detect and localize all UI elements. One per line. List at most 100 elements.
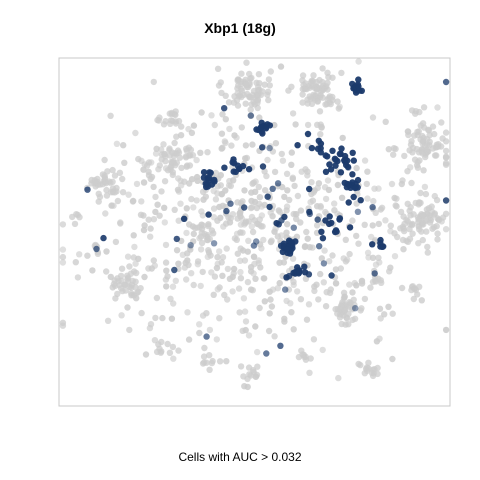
cell-point — [322, 195, 330, 203]
high-auc-cell-point — [337, 169, 345, 176]
cell-point — [162, 165, 170, 172]
cell-point — [398, 284, 406, 292]
cell-point — [152, 193, 159, 201]
cell-point — [322, 101, 329, 108]
high-auc-cell-point — [259, 130, 266, 137]
cell-point — [236, 309, 243, 316]
cell-point — [377, 206, 384, 213]
cell-point — [401, 152, 408, 160]
cell-point — [289, 110, 297, 117]
cell-point — [229, 273, 236, 281]
high-auc-cell-point — [380, 243, 387, 250]
high-auc-cell-point — [288, 239, 296, 246]
cell-point — [159, 314, 166, 322]
high-auc-cell-point — [84, 186, 91, 193]
cell-point — [242, 100, 249, 107]
cell-point — [161, 219, 168, 226]
cell-point — [267, 68, 274, 75]
cell-point — [185, 144, 192, 151]
cell-point — [387, 264, 394, 271]
cell-point — [152, 208, 159, 216]
cell-point — [318, 123, 325, 131]
cell-point — [235, 82, 242, 89]
cell-point — [353, 164, 360, 172]
cell-point — [211, 121, 218, 129]
cell-point — [342, 321, 349, 328]
cell-point — [284, 187, 291, 194]
high-auc-cell-point — [308, 144, 316, 152]
high-auc-cell-point — [232, 168, 239, 175]
cell-point — [425, 127, 433, 134]
cell-point — [388, 180, 396, 188]
cell-point — [208, 112, 215, 119]
cell-point — [183, 276, 190, 283]
cell-point — [214, 65, 222, 73]
cell-point — [242, 318, 250, 325]
cell-point — [288, 309, 295, 316]
cell-point — [417, 199, 424, 207]
cell-point — [107, 273, 115, 281]
cell-point — [398, 180, 405, 188]
cell-point — [261, 81, 268, 88]
cell-point — [109, 284, 116, 291]
cell-point — [117, 219, 124, 226]
cell-point — [355, 360, 362, 368]
cell-point — [216, 248, 223, 255]
cell-point — [223, 245, 230, 252]
cell-point — [103, 248, 110, 255]
high-auc-cell-point — [350, 157, 357, 164]
high-auc-cell-point — [180, 215, 188, 222]
cell-point — [182, 153, 190, 160]
cell-point — [210, 214, 218, 221]
cell-point — [114, 275, 121, 282]
cell-point — [189, 152, 197, 159]
cell-point — [208, 269, 215, 276]
cell-point — [431, 130, 438, 138]
cell-point — [286, 196, 293, 204]
cell-point — [389, 355, 396, 363]
cell-point — [118, 312, 125, 319]
cell-point — [303, 316, 311, 323]
cell-point — [256, 194, 264, 201]
cell-point — [140, 179, 148, 186]
cell-point — [224, 296, 231, 303]
cell-point — [434, 104, 441, 111]
high-auc-cell-point — [328, 272, 335, 279]
cell-point — [138, 198, 145, 205]
cell-point — [252, 275, 259, 282]
cell-point — [164, 340, 171, 348]
cell-point — [313, 281, 320, 288]
cell-point — [137, 285, 144, 292]
cell-point — [218, 259, 225, 266]
cell-point — [220, 223, 227, 230]
cell-point — [193, 173, 201, 181]
cell-point — [364, 168, 371, 175]
cell-point — [390, 151, 397, 158]
cell-point — [413, 162, 421, 169]
cell-point — [442, 129, 450, 136]
cell-point — [132, 129, 139, 137]
high-auc-cell-point — [285, 272, 293, 280]
cell-point — [299, 351, 306, 358]
cell-point — [242, 155, 249, 162]
cell-point — [241, 308, 249, 315]
high-auc-cell-point — [203, 333, 210, 340]
cell-point — [248, 197, 255, 205]
cell-point — [367, 284, 374, 291]
cell-point — [241, 187, 248, 194]
cell-point — [409, 283, 416, 290]
cell-point — [393, 195, 400, 202]
cell-point — [294, 288, 301, 295]
cell-point — [252, 373, 260, 380]
cell-point — [260, 275, 267, 282]
cell-point — [162, 259, 170, 266]
cell-point — [167, 295, 174, 302]
cell-point — [349, 289, 356, 296]
cell-point — [160, 141, 167, 148]
cell-point — [429, 145, 437, 152]
cell-point — [216, 315, 223, 322]
cell-point — [133, 269, 140, 277]
cell-point — [107, 112, 114, 120]
cell-point — [374, 364, 381, 372]
cell-point — [274, 233, 281, 240]
